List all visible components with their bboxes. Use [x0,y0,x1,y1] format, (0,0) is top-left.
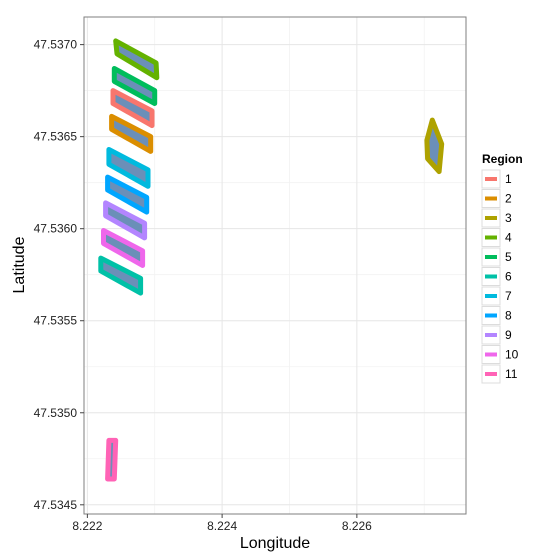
region-7 [106,147,151,189]
region-4 [113,38,160,81]
region-2 [109,113,154,154]
region-2-outline [109,113,154,154]
legend-item-11: 11 [481,364,518,384]
x-tick-label: 8.226 [342,519,372,533]
region-4-outline [113,38,160,81]
region-6-outline [98,255,144,296]
legend-label-11: 11 [505,367,518,381]
legend-item-3: 3 [481,208,512,228]
legend-item-9: 9 [481,325,512,345]
legend-item-1: 1 [481,169,512,189]
x-axis-title: Longitude [240,535,310,552]
region-1 [110,88,155,129]
region-3 [424,117,445,175]
region-9-outline [103,200,148,241]
legend-item-5: 5 [481,247,512,267]
legend-item-10: 10 [481,345,519,364]
y-tick-label: 47.5355 [34,314,78,328]
region-1-outline [110,88,155,129]
legend-label-5: 5 [505,250,512,264]
y-tick-label: 47.5365 [34,130,78,144]
region-7-outline [106,147,151,189]
x-tick-label: 8.222 [72,519,102,533]
x-axis: 8.222 8.224 8.226 [72,514,372,533]
legend-label-4: 4 [505,231,512,245]
region-8-outline [105,174,150,215]
y-axis-title: Latitude [11,236,28,293]
legend-label-8: 8 [505,309,512,323]
panel-border [83,16,467,515]
y-tick-label: 47.5360 [34,222,78,236]
region-8 [105,174,150,215]
legend: Region 1 2 3 4 5 6 7 8 9 10 11 [481,152,523,384]
region-6 [98,255,144,296]
legend-item-7: 7 [481,286,512,306]
y-tick-label: 47.5350 [34,406,78,420]
region-10 [101,228,146,268]
region-5 [111,66,158,106]
legend-title: Region [482,152,523,166]
region-11-outline [105,437,119,482]
legend-label-9: 9 [505,328,512,342]
legend-item-4: 4 [481,228,512,247]
region-5-outline [111,66,158,106]
legend-label-1: 1 [505,172,512,186]
legend-item-2: 2 [481,189,512,208]
legend-item-6: 6 [481,267,512,286]
legend-label-10: 10 [505,348,519,362]
region-3-outline [424,117,445,175]
legend-label-6: 6 [505,270,512,284]
region-10-outline [101,228,146,268]
legend-item-8: 8 [481,306,512,325]
legend-label-7: 7 [505,289,512,303]
y-tick-label: 47.5345 [34,498,78,512]
region-9 [103,200,148,241]
x-tick-label: 8.224 [207,519,237,533]
legend-label-3: 3 [505,211,512,225]
region-11 [105,437,119,482]
y-tick-label: 47.5370 [34,38,78,52]
y-axis: 47.5345 47.5350 47.5355 47.5360 47.5365 47.53… [34,38,84,512]
regions [98,38,445,482]
legend-label-2: 2 [505,192,512,206]
